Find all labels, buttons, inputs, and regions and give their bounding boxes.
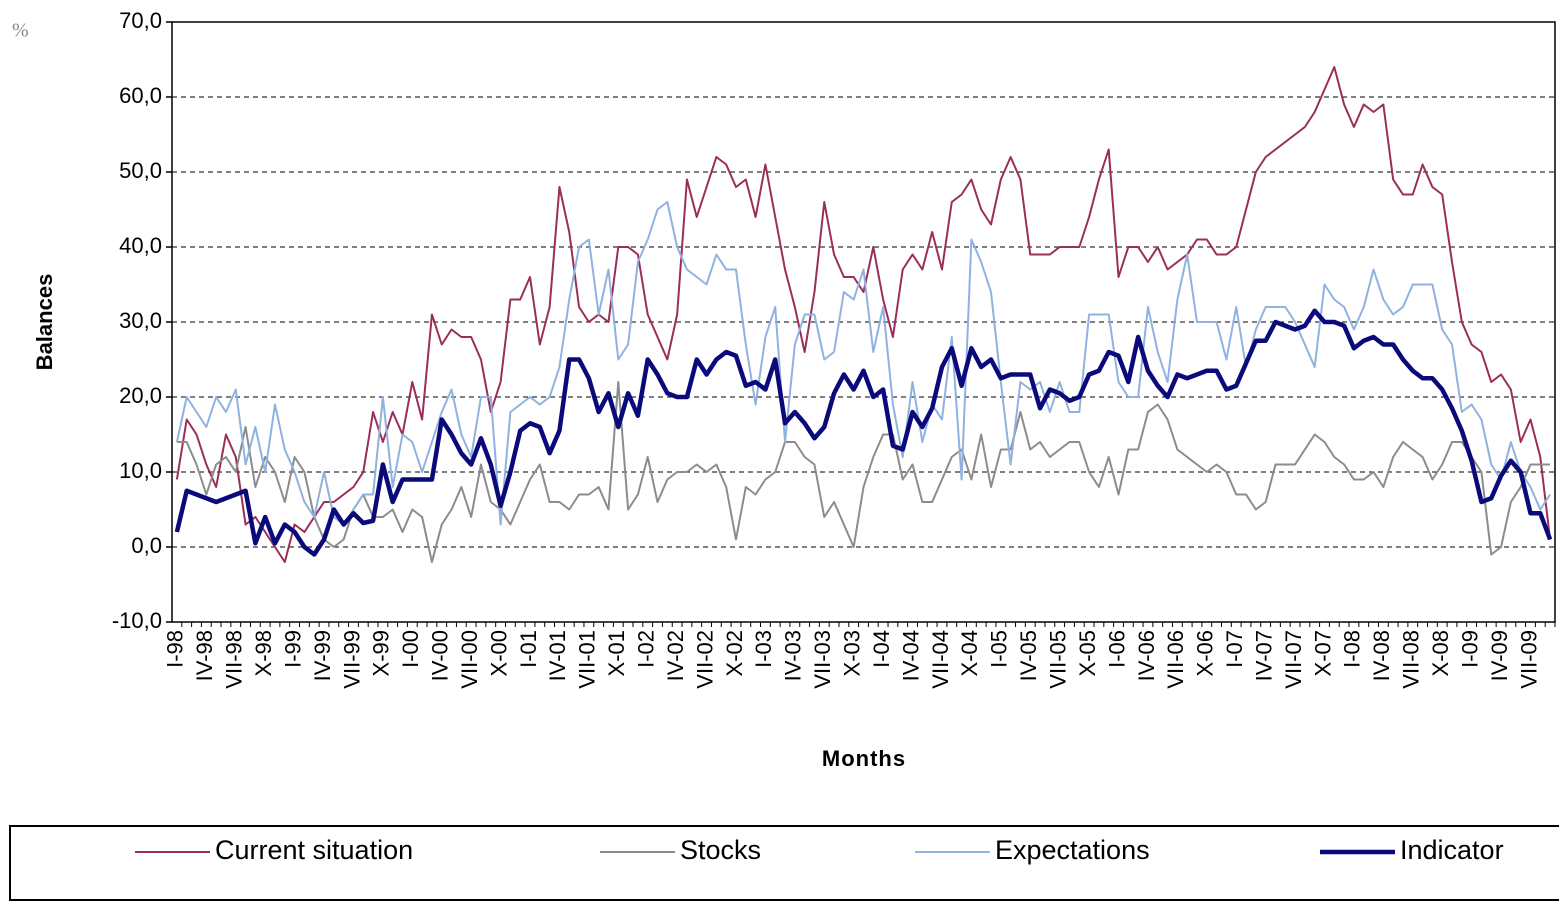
x-tick-label: I-04	[869, 630, 894, 668]
x-tick-label: X-08	[1428, 630, 1453, 676]
x-tick-label: VII-08	[1399, 630, 1424, 689]
x-tick-label: IV-98	[192, 630, 217, 681]
x-tick-label: X-98	[251, 630, 276, 676]
legend-label: Indicator	[1400, 835, 1504, 865]
x-tick-label: VII-06	[1163, 630, 1188, 689]
x-tick-label: I-01	[516, 630, 541, 668]
x-tick-label: IV-00	[428, 630, 453, 681]
x-tick-label: I-08	[1340, 630, 1365, 668]
x-tick-label: VII-98	[222, 630, 247, 689]
x-tick-label: IV-07	[1251, 630, 1276, 681]
x-tick-label: VII-99	[339, 630, 364, 689]
legend-label: Current situation	[215, 835, 413, 865]
x-tick-label: IV-08	[1369, 630, 1394, 681]
y-tick-label: 20,0	[119, 383, 162, 408]
x-tick-label: VII-05	[1045, 630, 1070, 689]
series-line	[176, 381, 1551, 563]
x-tick-label: VII-09	[1516, 630, 1541, 689]
x-tick-label: I-06	[1104, 630, 1129, 668]
x-tick-label: IV-01	[545, 630, 570, 681]
y-tick-label: 60,0	[119, 83, 162, 108]
x-tick-label: IV-04	[898, 630, 923, 681]
series-line	[175, 201, 1551, 526]
x-tick-label: X-07	[1310, 630, 1335, 676]
x-tick-label: I-02	[634, 630, 659, 668]
legend-label: Expectations	[995, 835, 1150, 865]
x-tick-label: I-99	[280, 630, 305, 668]
x-tick-label: I-09	[1457, 630, 1482, 668]
x-tick-label: I-98	[163, 630, 188, 668]
x-tick-label: IV-03	[781, 630, 806, 681]
y-tick-label: 10,0	[119, 458, 162, 483]
legend-label: Stocks	[680, 835, 761, 865]
x-tick-label: X-02	[722, 630, 747, 676]
x-tick-label: VII-04	[928, 630, 953, 689]
x-tick-label: IV-02	[663, 630, 688, 681]
legend-box	[9, 825, 1559, 901]
x-tick-label: VII-03	[810, 630, 835, 689]
x-tick-label: I-07	[1222, 630, 1247, 668]
x-tick-label: I-05	[987, 630, 1012, 668]
x-tick-label: X-06	[1193, 630, 1218, 676]
x-tick-label: IV-05	[1016, 630, 1041, 681]
x-axis-title: Months	[822, 746, 906, 771]
plot-border	[171, 21, 1556, 623]
y-tick-label: 70,0	[119, 8, 162, 33]
unit-note: %	[12, 20, 29, 42]
x-tick-label: X-00	[486, 630, 511, 676]
x-tick-label: X-03	[840, 630, 865, 676]
y-tick-label: 40,0	[119, 233, 162, 258]
x-tick-label: IV-09	[1487, 630, 1512, 681]
y-tick-label: 0,0	[131, 533, 162, 558]
y-tick-label: 50,0	[119, 158, 162, 183]
x-tick-label: X-05	[1075, 630, 1100, 676]
y-tick-label: 30,0	[119, 308, 162, 333]
x-tick-label: VII-07	[1281, 630, 1306, 689]
x-tick-label: X-99	[369, 630, 394, 676]
x-tick-label: VII-00	[457, 630, 482, 689]
x-tick-label: I-00	[398, 630, 423, 668]
x-tick-label: X-01	[604, 630, 629, 676]
x-tick-label: VII-02	[692, 630, 717, 689]
x-tick-label: X-04	[957, 630, 982, 676]
x-tick-label: VII-01	[575, 630, 600, 689]
y-tick-label: -10,0	[112, 608, 162, 633]
series-line	[175, 66, 1552, 563]
x-tick-label: I-03	[751, 630, 776, 668]
y-axis-title: Balances	[32, 274, 57, 371]
x-tick-label: IV-99	[310, 630, 335, 681]
x-tick-label: IV-06	[1134, 630, 1159, 681]
series-line	[174, 308, 1553, 557]
